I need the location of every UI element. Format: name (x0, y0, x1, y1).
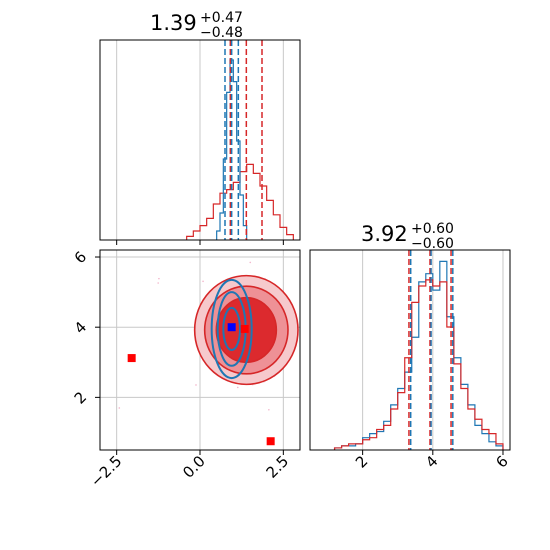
histogram-panel-param-1 (99, 39, 301, 245)
title-param-1: 1.39 +0.47 −0.48 (150, 10, 243, 41)
contour-panel: 2 4 6 −2.5 0.0 2.5 (71, 248, 301, 491)
x-tick-label: 6 (492, 452, 511, 471)
y-tick-labels: 2 4 6 (71, 248, 90, 408)
x-tick-labels: −2.5 0.0 2.5 (87, 452, 292, 490)
scatter-point (195, 384, 197, 386)
y-tick-label: 2 (71, 388, 90, 407)
title-1-plus: +0.47 (200, 10, 243, 26)
quantile-lines (408, 250, 454, 450)
y-tick-label: 4 (71, 318, 90, 337)
scatter-point (249, 261, 252, 264)
axes-frame (309, 249, 511, 451)
marker-red (240, 324, 249, 333)
title-1-minus: −0.48 (200, 25, 243, 41)
marker-red (127, 354, 136, 363)
contour-blue (222, 306, 242, 351)
marker-blue (227, 323, 236, 332)
scatter-point (268, 408, 270, 411)
quantile-lines (224, 40, 263, 240)
title-2-minus: −0.60 (411, 236, 454, 252)
tick-marks (116, 240, 284, 245)
histogram-series-red (333, 279, 504, 450)
marker-red (266, 437, 275, 446)
x-tick-label: 4 (422, 452, 441, 471)
scatter-point (118, 407, 121, 409)
grid-lines (116, 40, 284, 240)
scatter-point (158, 277, 160, 280)
scatter-point (157, 282, 159, 284)
title-param-2: 3.92 +0.60 −0.60 (361, 221, 454, 252)
title-2-plus: +0.60 (411, 221, 454, 237)
title-2-median: 3.92 (361, 222, 408, 246)
tick-marks (95, 256, 284, 455)
x-tick-labels: 2 4 6 (352, 452, 512, 471)
x-tick-label: 2.5 (263, 452, 293, 482)
histogram-series-blue (333, 260, 504, 450)
x-tick-label: 0.0 (179, 452, 209, 482)
contour-blue (210, 278, 253, 380)
histogram-panel-param-2: 2 4 6 (309, 249, 512, 472)
x-tick-label: 2 (352, 452, 371, 471)
scatter-point (202, 280, 204, 283)
y-tick-label: 6 (71, 248, 90, 267)
histograms (333, 260, 504, 450)
title-1-median: 1.39 (150, 11, 197, 35)
scatter-point (236, 386, 239, 389)
tick-marks (362, 450, 504, 455)
x-tick-label: −2.5 (87, 452, 125, 490)
histograms (186, 59, 294, 240)
contours (118, 261, 299, 446)
